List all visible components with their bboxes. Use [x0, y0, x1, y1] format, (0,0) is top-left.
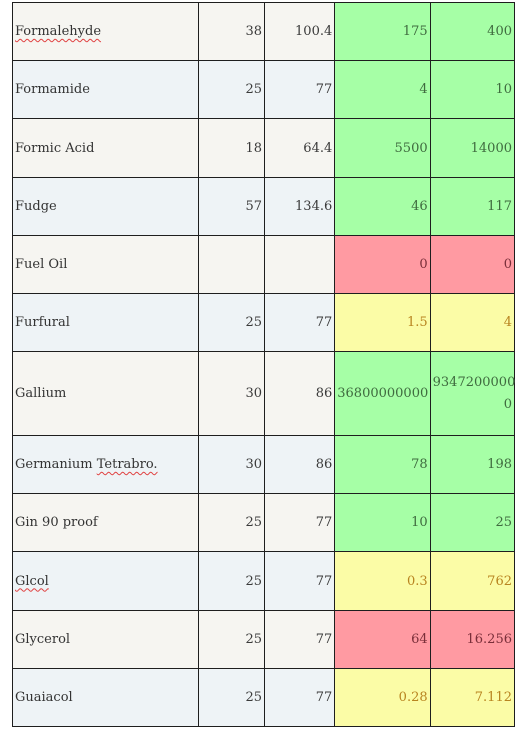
value-cell-2: 77 — [263, 668, 336, 727]
substance-name: Formamide — [12, 60, 199, 119]
table-row: Guaiacol 25 77 0.28 7.112 — [12, 668, 516, 727]
value-cell-3: 175 — [334, 2, 431, 61]
table-row: Gin 90 proof 25 77 10 25 — [12, 493, 516, 552]
value-cell-2: 77 — [263, 551, 336, 611]
value-cell-4: 762 — [429, 551, 516, 611]
value-cell-3: 46 — [334, 177, 431, 236]
substance-name: Gallium — [12, 351, 199, 436]
table-row: Germanium Tetrabro. 30 86 78 198 — [12, 435, 516, 494]
value-cell-3: 1.5 — [334, 293, 431, 352]
value-cell-3: 0 — [334, 235, 431, 294]
value-cell-1: 25 — [197, 610, 265, 669]
value-cell-3: 36800000000 — [334, 351, 431, 436]
value-cell-1: 18 — [197, 118, 265, 178]
value-cell-3: 4 — [334, 60, 431, 119]
value-cell-2: 77 — [263, 60, 336, 119]
value-cell-4: 16.256 — [429, 610, 516, 669]
value-cell-4: 4 — [429, 293, 516, 352]
value-cell-3: 0.28 — [334, 668, 431, 727]
value-cell-4: 400 — [429, 2, 516, 61]
value-cell-3: 0.3 — [334, 551, 431, 611]
value-cell-4: 0 — [429, 235, 516, 294]
name-part: Germanium — [15, 457, 97, 472]
substance-name: Fudge — [12, 177, 199, 236]
chemical-data-table: Formalehyde 38 100.4 175 400 Formamide 2… — [12, 2, 515, 727]
value-cell-3: 64 — [334, 610, 431, 669]
value-cell-4: 25 — [429, 493, 516, 552]
value-cell-1: 57 — [197, 177, 265, 236]
table-row: Gallium 30 86 36800000000 9347200000 0 — [12, 351, 516, 436]
table-row: Fudge 57 134.6 46 117 — [12, 177, 516, 236]
value-line-1: 9347200000 — [432, 374, 516, 390]
value-cell-2: 77 — [263, 293, 336, 352]
value-cell-4: 198 — [429, 435, 516, 494]
value-cell-3: 78 — [334, 435, 431, 494]
value-cell-1: 30 — [197, 435, 265, 494]
table-row: Glycerol 25 77 64 16.256 — [12, 610, 516, 669]
misspelled-word: Tetrabro. — [96, 457, 158, 472]
value-cell-2 — [263, 235, 336, 294]
substance-name: Guaiacol — [12, 668, 199, 727]
misspelled-word: Formalehyde — [15, 24, 102, 39]
value-cell-2: 86 — [263, 351, 336, 436]
substance-name: Glycerol — [12, 610, 199, 669]
value-cell-1: 25 — [197, 60, 265, 119]
value-cell-2: 134.6 — [263, 177, 336, 236]
value-cell-1: 25 — [197, 293, 265, 352]
table-row: Formalehyde 38 100.4 175 400 — [12, 2, 516, 61]
value-cell-4: 9347200000 0 — [429, 351, 516, 436]
value-cell-4: 7.112 — [429, 668, 516, 727]
substance-name: Formalehyde — [12, 2, 199, 61]
value-cell-1: 25 — [197, 493, 265, 552]
misspelled-word: Glcol — [15, 573, 49, 589]
value-cell-2: 77 — [263, 493, 336, 552]
value-cell-2: 64.4 — [263, 118, 336, 178]
substance-name: Furfural — [12, 293, 199, 352]
value-line-2: 0 — [503, 396, 512, 412]
substance-name: Germanium Tetrabro. — [12, 435, 199, 494]
value-cell-1 — [197, 235, 265, 294]
value-cell-1: 38 — [197, 2, 265, 61]
value-cell-2: 100.4 — [263, 2, 336, 61]
table-row: Formic Acid 18 64.4 5500 14000 — [12, 118, 516, 178]
value-cell-2: 77 — [263, 610, 336, 669]
substance-name: Formic Acid — [12, 118, 199, 178]
value-cell-4: 14000 — [429, 118, 516, 178]
value-cell-1: 25 — [197, 668, 265, 727]
substance-name: Glcol — [12, 551, 199, 611]
value-cell-1: 30 — [197, 351, 265, 436]
substance-name: Gin 90 proof — [12, 493, 199, 552]
table-row: Formamide 25 77 4 10 — [12, 60, 516, 119]
value-cell-3: 10 — [334, 493, 431, 552]
value-cell-4: 117 — [429, 177, 516, 236]
value-cell-4: 10 — [429, 60, 516, 119]
table-row: Fuel Oil 0 0 — [12, 235, 516, 294]
value-cell-1: 25 — [197, 551, 265, 611]
table-row: Furfural 25 77 1.5 4 — [12, 293, 516, 352]
table-row: Glcol 25 77 0.3 762 — [12, 551, 516, 611]
value-cell-2: 86 — [263, 435, 336, 494]
value-cell-3: 5500 — [334, 118, 431, 178]
substance-name: Fuel Oil — [12, 235, 199, 294]
